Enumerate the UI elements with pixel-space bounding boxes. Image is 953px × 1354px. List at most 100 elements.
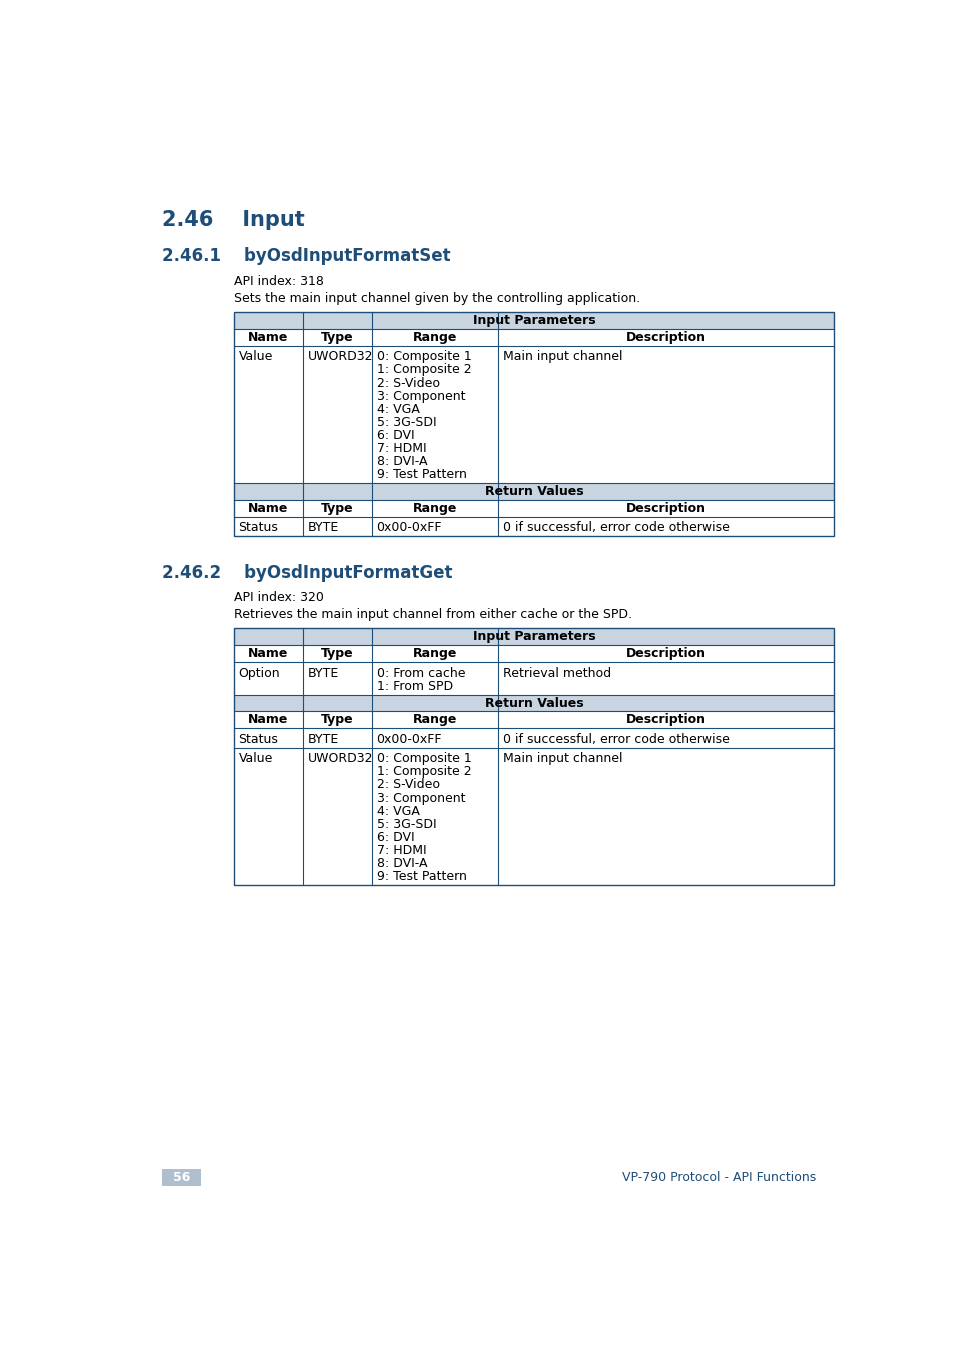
Text: 3: Component: 3: Component bbox=[376, 792, 464, 804]
Text: UWORD32: UWORD32 bbox=[307, 753, 373, 765]
Text: 0 if successful, error code otherwise: 0 if successful, error code otherwise bbox=[502, 733, 729, 746]
Text: Name: Name bbox=[248, 714, 289, 727]
Text: Range: Range bbox=[413, 647, 456, 661]
Text: 1: From SPD: 1: From SPD bbox=[376, 680, 453, 693]
Text: Retrieval method: Retrieval method bbox=[502, 666, 610, 680]
Bar bbox=[233, 311, 833, 536]
Text: 1: Composite 2: 1: Composite 2 bbox=[376, 363, 471, 376]
Text: Description: Description bbox=[625, 330, 705, 344]
Text: 8: DVI-A: 8: DVI-A bbox=[376, 455, 427, 468]
Bar bbox=[233, 500, 303, 517]
Text: 2: S-Video: 2: S-Video bbox=[376, 376, 439, 390]
Text: Return Values: Return Values bbox=[484, 485, 582, 498]
Text: Range: Range bbox=[413, 714, 456, 727]
Text: Option: Option bbox=[238, 666, 280, 680]
Text: 5: 3G-SDI: 5: 3G-SDI bbox=[376, 416, 436, 429]
Text: Return Values: Return Values bbox=[484, 696, 582, 709]
Text: Input Parameters: Input Parameters bbox=[472, 631, 595, 643]
Bar bbox=[233, 329, 303, 345]
Bar bbox=[372, 500, 497, 517]
Bar bbox=[233, 662, 303, 695]
Text: Type: Type bbox=[321, 714, 354, 727]
Bar bbox=[372, 345, 497, 483]
Bar bbox=[497, 728, 833, 747]
Text: Name: Name bbox=[248, 647, 289, 661]
Text: 0x00-0xFF: 0x00-0xFF bbox=[376, 733, 441, 746]
Bar bbox=[497, 500, 833, 517]
Text: Name: Name bbox=[248, 502, 289, 515]
Text: Value: Value bbox=[238, 753, 273, 765]
Text: 0: From cache: 0: From cache bbox=[376, 666, 464, 680]
Text: 0: Composite 1: 0: Composite 1 bbox=[376, 753, 471, 765]
Text: 5: 3G-SDI: 5: 3G-SDI bbox=[376, 818, 436, 831]
Text: Description: Description bbox=[625, 714, 705, 727]
Bar bbox=[233, 728, 303, 747]
Text: 0: Composite 1: 0: Composite 1 bbox=[376, 351, 471, 363]
Text: 2.46.2    byOsdInputFormatGet: 2.46.2 byOsdInputFormatGet bbox=[162, 563, 452, 582]
Bar bbox=[372, 646, 497, 662]
Text: Main input channel: Main input channel bbox=[502, 753, 621, 765]
Bar bbox=[233, 311, 833, 329]
Text: VP-790 Protocol - API Functions: VP-790 Protocol - API Functions bbox=[622, 1171, 816, 1183]
Text: 9: Test Pattern: 9: Test Pattern bbox=[376, 468, 466, 481]
Bar bbox=[233, 747, 303, 884]
Bar bbox=[303, 728, 372, 747]
Text: 7: HDMI: 7: HDMI bbox=[376, 844, 426, 857]
Text: Name: Name bbox=[248, 330, 289, 344]
Bar bbox=[372, 329, 497, 345]
Bar bbox=[233, 628, 833, 884]
Bar bbox=[497, 662, 833, 695]
Text: Range: Range bbox=[413, 330, 456, 344]
Text: 4: VGA: 4: VGA bbox=[376, 402, 419, 416]
Bar bbox=[497, 345, 833, 483]
Bar bbox=[233, 345, 303, 483]
Bar bbox=[372, 747, 497, 884]
Bar bbox=[497, 747, 833, 884]
Text: Range: Range bbox=[413, 502, 456, 515]
Text: 0 if successful, error code otherwise: 0 if successful, error code otherwise bbox=[502, 521, 729, 535]
Bar bbox=[303, 662, 372, 695]
Text: 2.46    Input: 2.46 Input bbox=[162, 210, 304, 230]
Text: 4: VGA: 4: VGA bbox=[376, 804, 419, 818]
Bar bbox=[303, 517, 372, 536]
Text: Input Parameters: Input Parameters bbox=[472, 314, 595, 326]
Bar bbox=[233, 711, 303, 728]
Bar bbox=[233, 517, 303, 536]
Text: BYTE: BYTE bbox=[307, 666, 338, 680]
Bar bbox=[233, 483, 833, 500]
Bar bbox=[372, 711, 497, 728]
Bar bbox=[303, 711, 372, 728]
Bar bbox=[372, 728, 497, 747]
Text: Sets the main input channel given by the controlling application.: Sets the main input channel given by the… bbox=[233, 292, 639, 305]
Text: Type: Type bbox=[321, 647, 354, 661]
Text: API index: 320: API index: 320 bbox=[233, 592, 323, 604]
Text: 8: DVI-A: 8: DVI-A bbox=[376, 857, 427, 871]
Bar bbox=[303, 747, 372, 884]
Bar bbox=[303, 500, 372, 517]
Text: Main input channel: Main input channel bbox=[502, 351, 621, 363]
Text: Retrieves the main input channel from either cache or the SPD.: Retrieves the main input channel from ei… bbox=[233, 608, 631, 621]
Bar bbox=[497, 646, 833, 662]
Text: BYTE: BYTE bbox=[307, 733, 338, 746]
Bar bbox=[372, 662, 497, 695]
Text: Status: Status bbox=[238, 733, 278, 746]
Text: 7: HDMI: 7: HDMI bbox=[376, 441, 426, 455]
Bar bbox=[497, 329, 833, 345]
Bar bbox=[303, 646, 372, 662]
Bar bbox=[303, 345, 372, 483]
Text: UWORD32: UWORD32 bbox=[307, 351, 373, 363]
Text: Value: Value bbox=[238, 351, 273, 363]
Text: 6: DVI: 6: DVI bbox=[376, 831, 414, 844]
Text: 0x00-0xFF: 0x00-0xFF bbox=[376, 521, 441, 535]
Bar bbox=[233, 646, 303, 662]
Text: 2.46.1    byOsdInputFormatSet: 2.46.1 byOsdInputFormatSet bbox=[162, 248, 450, 265]
Text: 1: Composite 2: 1: Composite 2 bbox=[376, 765, 471, 779]
Bar bbox=[233, 628, 833, 646]
Bar bbox=[162, 1169, 200, 1186]
Text: 6: DVI: 6: DVI bbox=[376, 429, 414, 441]
Text: Description: Description bbox=[625, 647, 705, 661]
Text: Description: Description bbox=[625, 502, 705, 515]
Text: Status: Status bbox=[238, 521, 278, 535]
Bar bbox=[303, 329, 372, 345]
Bar bbox=[233, 695, 833, 711]
